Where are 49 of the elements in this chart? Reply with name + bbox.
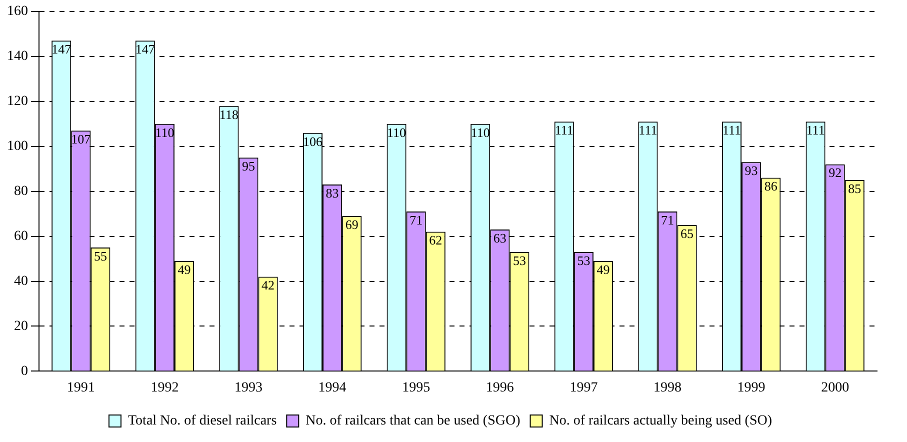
x-tick-label: 1991 bbox=[66, 380, 95, 396]
data-label: 93 bbox=[744, 162, 758, 178]
data-label: 147 bbox=[135, 42, 156, 57]
data-label: 55 bbox=[94, 248, 107, 264]
x-tick-label: 1999 bbox=[737, 380, 766, 396]
data-label: 42 bbox=[262, 278, 275, 293]
data-label: 110 bbox=[387, 124, 406, 140]
data-label: 92 bbox=[828, 165, 842, 180]
legend-label: Total No. of diesel railcars bbox=[128, 414, 277, 429]
y-tick-label: 120 bbox=[7, 94, 28, 110]
y-tick-label: 20 bbox=[14, 318, 28, 334]
legend-label: No. of railcars that can be used (SGO) bbox=[306, 414, 521, 429]
x-tick-label: 1993 bbox=[234, 380, 262, 396]
data-label: 111 bbox=[638, 122, 658, 138]
data-label: 71 bbox=[661, 212, 674, 228]
data-label: 95 bbox=[242, 158, 255, 174]
y-tick-label: 40 bbox=[14, 274, 28, 289]
y-tick-label: 140 bbox=[7, 49, 28, 64]
data-label: 69 bbox=[345, 216, 358, 232]
y-tick-label: 0 bbox=[21, 364, 28, 379]
x-tick-label: 1992 bbox=[150, 380, 179, 396]
data-label: 63 bbox=[493, 230, 506, 246]
data-label: 53 bbox=[577, 252, 590, 268]
data-label: 49 bbox=[178, 262, 191, 277]
x-tick-label: 1998 bbox=[654, 380, 682, 396]
y-tick-label: 80 bbox=[14, 184, 28, 199]
x-tick-label: 1997 bbox=[570, 380, 598, 396]
data-label: 86 bbox=[764, 178, 778, 194]
x-tick-label: 2000 bbox=[821, 380, 850, 396]
data-label: 53 bbox=[512, 252, 526, 268]
data-label: 65 bbox=[680, 226, 694, 241]
data-label: 71 bbox=[410, 212, 423, 228]
y-tick-label: 160 bbox=[7, 4, 28, 20]
data-label: 111 bbox=[554, 122, 574, 138]
data-label: 111 bbox=[722, 122, 742, 138]
legend-label: No. of railcars actually being used (SO) bbox=[549, 414, 772, 429]
x-tick-label: 1995 bbox=[402, 380, 430, 396]
data-label: 118 bbox=[219, 106, 238, 122]
x-tick-label: 1996 bbox=[486, 380, 514, 396]
data-label: 49 bbox=[596, 262, 610, 277]
data-label: 107 bbox=[71, 132, 92, 147]
y-tick-label: 60 bbox=[14, 228, 28, 244]
data-label: 83 bbox=[326, 185, 339, 200]
data-label: 110 bbox=[155, 124, 174, 140]
x-tick-label: 1994 bbox=[318, 380, 346, 396]
data-label: 85 bbox=[848, 180, 862, 196]
y-tick-label: 100 bbox=[7, 138, 28, 154]
data-label: 62 bbox=[429, 232, 442, 248]
data-label: 111 bbox=[806, 122, 825, 138]
